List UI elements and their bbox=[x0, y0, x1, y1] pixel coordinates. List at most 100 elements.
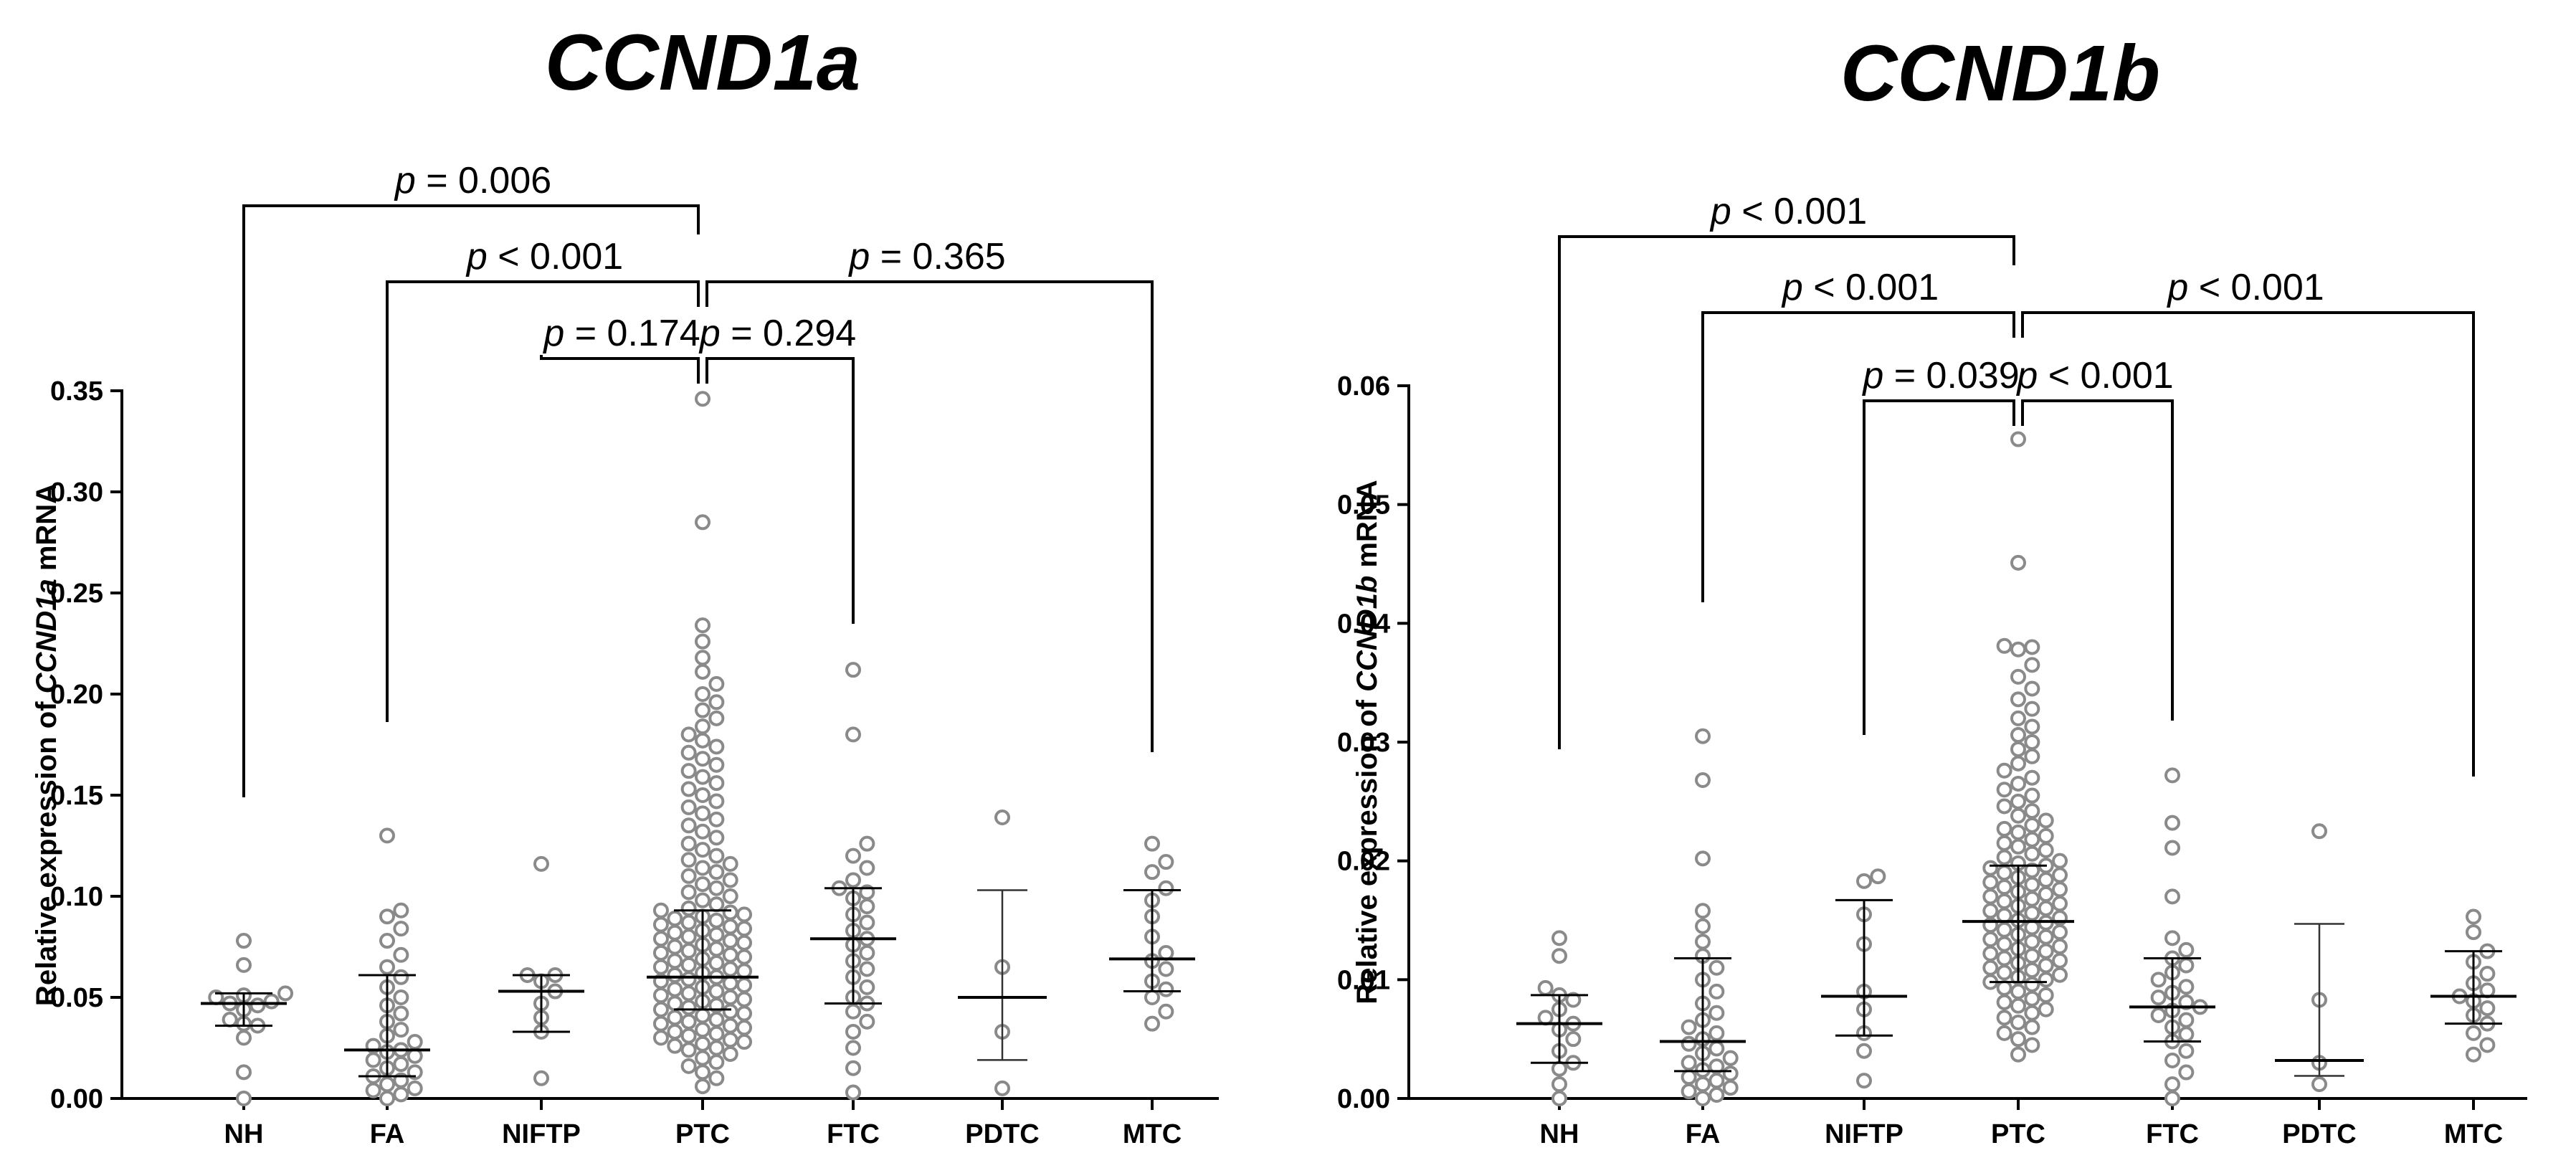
data-point bbox=[708, 1012, 725, 1028]
data-point bbox=[2164, 815, 2180, 831]
p-value-label: p < 0.001 bbox=[2166, 267, 2324, 308]
data-point bbox=[2038, 827, 2054, 844]
data-point bbox=[1708, 1087, 1725, 1103]
data-point bbox=[2466, 924, 2481, 941]
data-point bbox=[1722, 1050, 1739, 1066]
data-point bbox=[667, 995, 683, 1012]
data-point bbox=[652, 1001, 669, 1017]
data-point bbox=[722, 989, 738, 1005]
data-point bbox=[680, 929, 697, 945]
data-point bbox=[695, 391, 710, 407]
data-point bbox=[652, 959, 669, 975]
y-tick-label: 0.06 bbox=[1337, 371, 1390, 402]
data-point bbox=[2038, 943, 2054, 959]
data-point bbox=[1996, 994, 2012, 1010]
data-point bbox=[2024, 718, 2040, 735]
data-point bbox=[695, 892, 710, 908]
panel-ccnd1a: CCND1a Relative expression of CCND1a mRN… bbox=[31, 19, 1219, 1149]
data-point bbox=[2038, 872, 2054, 888]
data-point bbox=[667, 939, 683, 955]
data-point bbox=[680, 763, 697, 779]
data-point bbox=[845, 1040, 861, 1056]
data-point bbox=[845, 848, 861, 864]
data-point bbox=[2479, 966, 2496, 982]
significance-bracket bbox=[705, 280, 1154, 752]
data-point bbox=[2038, 812, 2054, 829]
data-point bbox=[2052, 896, 2068, 912]
p-symbol: p bbox=[394, 160, 416, 201]
data-point bbox=[2024, 748, 2040, 764]
x-tick-label: MTC bbox=[2444, 1119, 2503, 1149]
p-value-label: p = 0.039 bbox=[1861, 355, 2019, 397]
data-point bbox=[2024, 990, 2040, 1007]
x-tick-label: NIFTP bbox=[1825, 1119, 1904, 1149]
data-point bbox=[2052, 938, 2068, 954]
y-tick-label: 0.01 bbox=[1337, 965, 1390, 995]
data-point bbox=[407, 1048, 423, 1064]
data-point bbox=[2024, 803, 2040, 820]
data-point bbox=[708, 675, 725, 692]
data-point bbox=[680, 744, 697, 761]
data-point bbox=[1996, 849, 2012, 865]
data-point bbox=[2024, 787, 2040, 804]
data-point bbox=[667, 911, 683, 927]
data-point bbox=[1695, 1091, 1711, 1106]
data-point bbox=[1996, 762, 2012, 779]
data-point bbox=[708, 811, 725, 827]
data-point bbox=[393, 1022, 409, 1038]
data-point bbox=[695, 663, 710, 680]
p-value: = 0.294 bbox=[721, 313, 856, 354]
data-point bbox=[2024, 680, 2040, 697]
y-tick-label: 0.05 bbox=[1337, 490, 1390, 521]
data-point bbox=[695, 1022, 710, 1038]
y-tick-label: 0.02 bbox=[1337, 847, 1390, 877]
data-point bbox=[2010, 824, 2026, 840]
data-point bbox=[249, 997, 266, 1014]
data-point bbox=[2024, 701, 2040, 717]
significance-bracket bbox=[705, 357, 855, 624]
data-point bbox=[1565, 1031, 1582, 1048]
data-point bbox=[652, 1030, 669, 1046]
data-point bbox=[2010, 1031, 2026, 1048]
data-point bbox=[379, 827, 395, 844]
data-point bbox=[722, 872, 738, 888]
data-point bbox=[2164, 1052, 2180, 1068]
data-point bbox=[1982, 903, 1999, 919]
data-point bbox=[652, 987, 669, 1004]
data-point bbox=[680, 781, 697, 797]
data-point bbox=[379, 1076, 395, 1093]
y-tick-label: 0.35 bbox=[50, 376, 103, 407]
data-point bbox=[680, 835, 697, 852]
data-point bbox=[1695, 934, 1711, 950]
data-point bbox=[667, 924, 683, 941]
data-point bbox=[236, 933, 252, 949]
data-point bbox=[845, 726, 861, 743]
data-point bbox=[667, 1023, 683, 1040]
data-point bbox=[859, 979, 875, 995]
data-point bbox=[859, 860, 875, 876]
data-point bbox=[2178, 979, 2195, 995]
data-point bbox=[1996, 782, 2012, 798]
data-point bbox=[736, 977, 753, 994]
data-point bbox=[1996, 1010, 2012, 1026]
data-point bbox=[680, 1058, 697, 1074]
data-point bbox=[708, 1070, 725, 1086]
data-point bbox=[845, 1060, 861, 1076]
data-point bbox=[1996, 637, 2012, 654]
p-symbol: p bbox=[542, 313, 564, 354]
data-point bbox=[722, 1032, 738, 1048]
data-point bbox=[2164, 767, 2180, 784]
data-point bbox=[1695, 772, 1711, 789]
p-value: < 0.001 bbox=[488, 236, 623, 277]
data-point bbox=[2178, 1012, 2195, 1028]
p-value-label: p < 0.001 bbox=[465, 236, 623, 277]
x-tick-label: PDTC bbox=[965, 1119, 1039, 1149]
data-point bbox=[708, 1040, 725, 1056]
data-point bbox=[859, 961, 875, 977]
group-niftp bbox=[1821, 868, 1907, 1089]
data-point bbox=[1158, 880, 1174, 896]
data-point bbox=[2038, 842, 2054, 858]
data-point bbox=[1158, 961, 1174, 977]
data-point bbox=[2178, 957, 2195, 974]
data-point bbox=[2024, 962, 2040, 979]
